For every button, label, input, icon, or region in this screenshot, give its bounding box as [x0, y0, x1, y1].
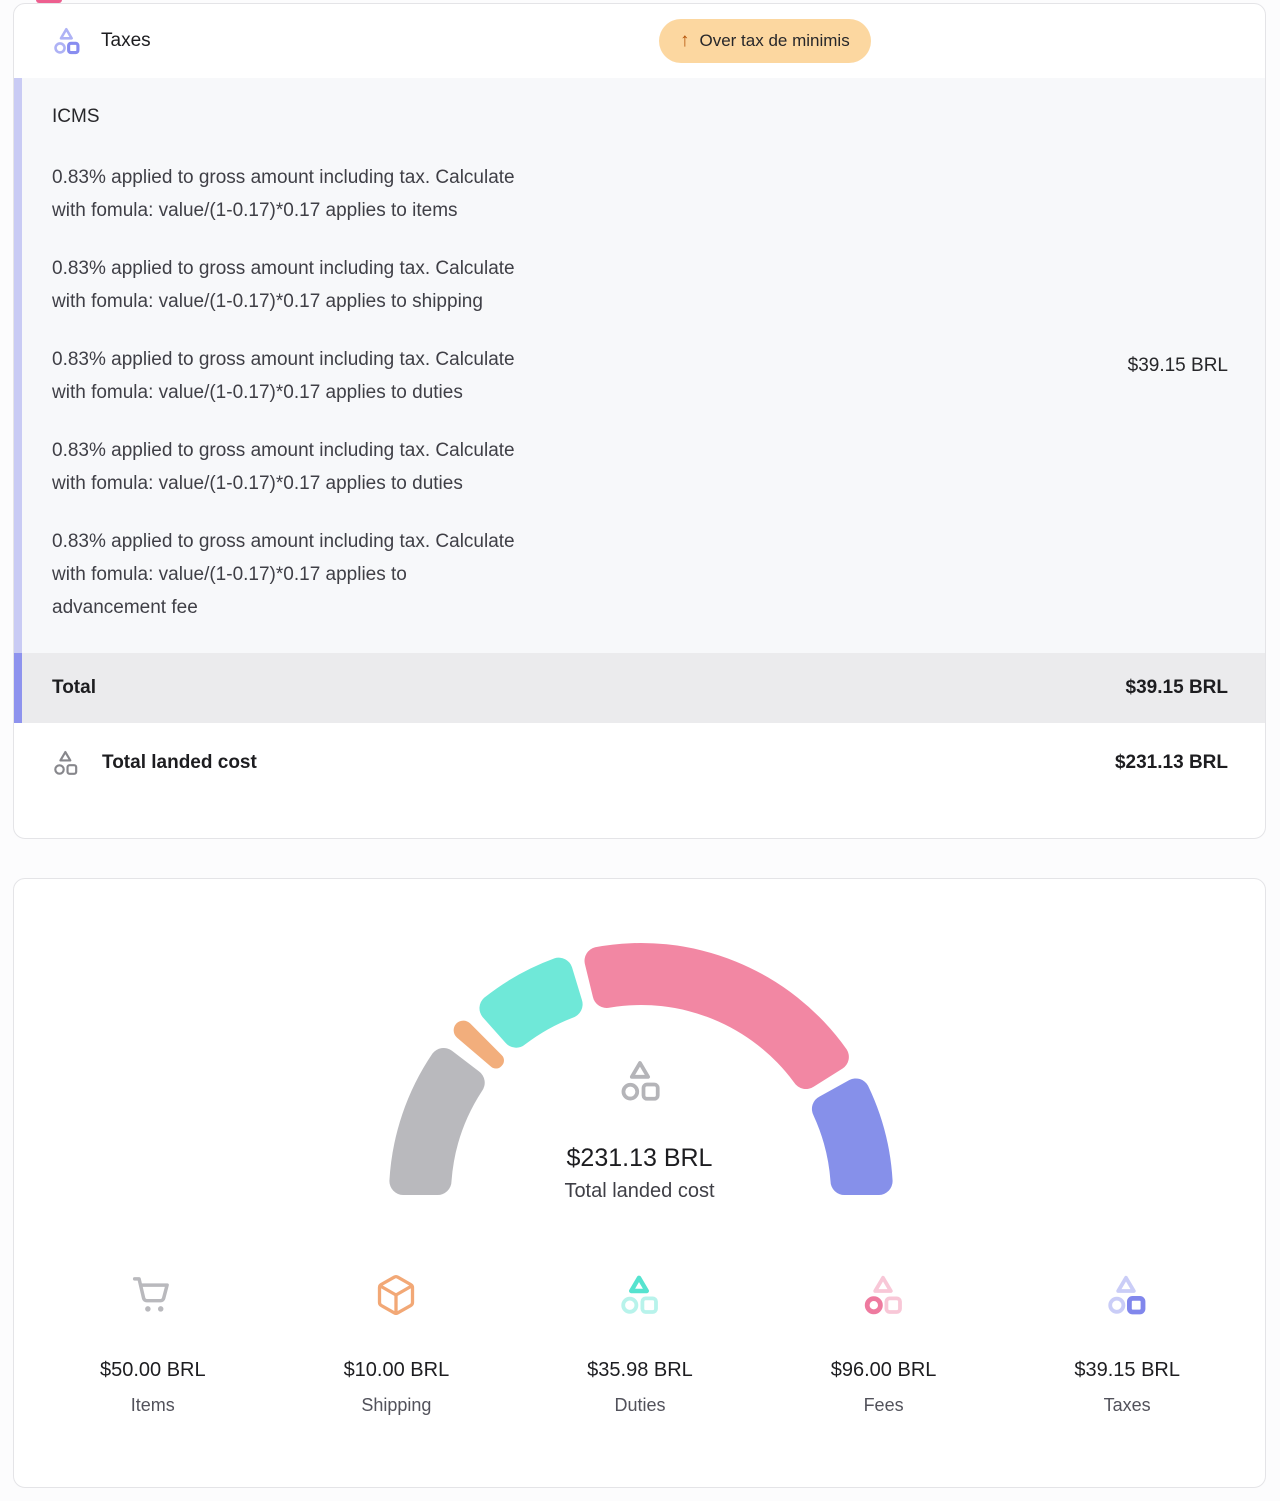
- over-de-minimis-badge: ↑ Over tax de minimis: [659, 19, 871, 63]
- chart-legend: $50.00 BRL Items $10.00 BRL Shipping: [31, 1273, 1249, 1416]
- tax-rule-line: 0.83% applied to gross amount including …: [52, 258, 515, 312]
- legend-value: $10.00 BRL: [343, 1359, 450, 1381]
- tax-rule-line: 0.83% applied to gross amount including …: [52, 531, 515, 618]
- legend-item-duties: $35.98 BRL Duties: [518, 1273, 762, 1416]
- total-label: Total: [52, 677, 96, 698]
- top-edge-accent: [36, 0, 62, 3]
- legend-value: $96.00 BRL: [830, 1359, 937, 1381]
- tax-rule-line: 0.83% applied to gross amount including …: [52, 349, 515, 403]
- arrow-up-icon: ↑: [680, 30, 690, 51]
- legend-item-fees: $96.00 BRL Fees: [762, 1273, 1006, 1416]
- taxes-card-title: Taxes: [101, 30, 151, 51]
- total-value: $39.15 BRL: [1125, 677, 1228, 698]
- legend-item-shipping: $10.00 BRL Shipping: [275, 1273, 519, 1416]
- shapes-circle-icon: [862, 1273, 906, 1317]
- shapes-square-icon: [1105, 1273, 1149, 1317]
- icms-section: ICMS 0.83% applied to gross amount inclu…: [14, 78, 1265, 653]
- landed-cost-label: Total landed cost: [102, 752, 257, 773]
- icms-title: ICMS: [52, 106, 100, 127]
- gauge-segment-shipping: [453, 1020, 504, 1069]
- shapes-triangle-icon: [618, 1273, 662, 1317]
- legend-label: Taxes: [1103, 1395, 1151, 1415]
- legend-item-items: $50.00 BRL Items: [31, 1273, 275, 1416]
- taxes-header-row[interactable]: Taxes ↑ Over tax de minimis: [14, 4, 1265, 78]
- legend-label: Items: [130, 1395, 175, 1415]
- section-accent-stripe: [14, 78, 22, 653]
- legend-value: $35.98 BRL: [587, 1359, 693, 1381]
- badge-label: Over tax de minimis: [699, 31, 850, 50]
- shapes-icon: [52, 26, 82, 56]
- taxes-total-row: Total $39.15 BRL: [14, 653, 1265, 723]
- icms-amount: $39.15 BRL: [1127, 355, 1228, 376]
- legend-label: Duties: [614, 1395, 666, 1415]
- legend-value: $50.00 BRL: [99, 1359, 206, 1381]
- shapes-icon: [618, 1058, 664, 1104]
- total-accent-stripe: [14, 653, 22, 723]
- legend-label: Fees: [863, 1395, 904, 1415]
- landed-cost-value: $231.13 BRL: [1114, 752, 1228, 773]
- package-icon: [374, 1273, 418, 1317]
- tax-rule-line: 0.83% applied to gross amount including …: [52, 440, 515, 494]
- shapes-icon: [52, 749, 80, 777]
- legend-value: $39.15 BRL: [1074, 1359, 1180, 1381]
- gauge-center-value: $231.13 BRL: [566, 1144, 713, 1172]
- tax-rule-line: 0.83% applied to gross amount including …: [52, 167, 515, 221]
- gauge-center-label: Total landed cost: [564, 1180, 715, 1202]
- landed-cost-chart-card: $231.13 BRL Total landed cost $50.00 BRL…: [13, 878, 1266, 1488]
- total-landed-cost-row[interactable]: Total landed cost $231.13 BRL: [14, 723, 1265, 838]
- legend-label: Shipping: [361, 1395, 432, 1415]
- legend-item-taxes: $39.15 BRL Taxes: [1005, 1273, 1249, 1416]
- cart-icon: [131, 1273, 175, 1317]
- gauge-segment-duties: [479, 957, 583, 1048]
- gauge-segment-taxes: [811, 1078, 893, 1196]
- taxes-card: Taxes ↑ Over tax de minimis ICMS 0.83% a…: [13, 3, 1266, 839]
